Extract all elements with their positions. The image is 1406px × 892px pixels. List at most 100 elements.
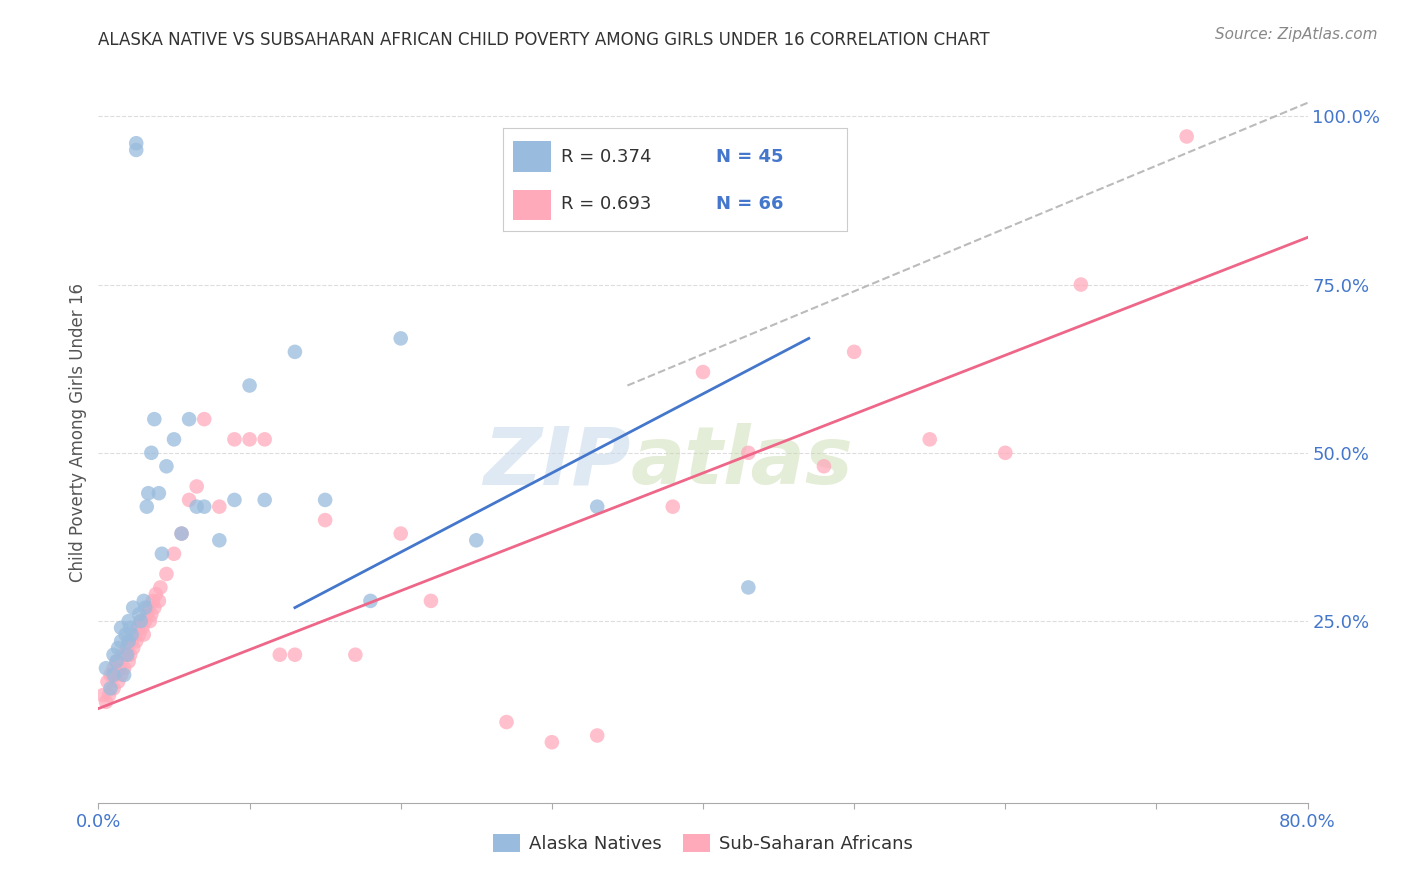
Point [110, 668, 132, 682]
Point [128, 627, 150, 641]
Point [136, 600, 159, 615]
Point [1070, 277, 1092, 292]
Point [141, 446, 163, 460]
Point [389, 331, 412, 345]
Point [118, 634, 141, 648]
Text: ZIP: ZIP [484, 423, 630, 501]
FancyBboxPatch shape [513, 142, 551, 172]
Point [124, 627, 146, 641]
Point [148, 594, 170, 608]
Point [112, 668, 135, 682]
Point [143, 412, 166, 426]
Point [208, 533, 231, 548]
Point [145, 587, 167, 601]
Point [112, 661, 135, 675]
Point [122, 600, 145, 615]
Text: N = 45: N = 45 [716, 148, 783, 166]
Point [224, 492, 246, 507]
Point [586, 500, 609, 514]
Point [114, 648, 136, 662]
Point [108, 661, 131, 675]
Point [94, 695, 117, 709]
Point [737, 581, 759, 595]
Point [134, 600, 156, 615]
Point [239, 433, 262, 447]
Point [142, 594, 165, 608]
Point [495, 714, 517, 729]
Point [314, 513, 336, 527]
Text: N = 66: N = 66 [716, 195, 783, 213]
Point [186, 479, 208, 493]
Point [110, 634, 132, 648]
Point [94, 661, 117, 675]
Text: R = 0.693: R = 0.693 [561, 195, 651, 213]
Point [193, 412, 215, 426]
Point [100, 681, 122, 696]
Point [120, 648, 142, 662]
Point [91, 688, 114, 702]
Point [103, 681, 125, 696]
Point [121, 627, 143, 641]
Point [155, 459, 177, 474]
Point [128, 607, 150, 622]
Point [132, 594, 155, 608]
Point [118, 655, 141, 669]
Point [284, 344, 307, 359]
Point [129, 614, 152, 628]
Point [994, 446, 1017, 460]
Point [104, 668, 127, 682]
Point [105, 655, 128, 669]
Point [737, 446, 759, 460]
Point [170, 526, 193, 541]
Point [115, 648, 138, 662]
Point [918, 433, 941, 447]
Point [344, 648, 367, 662]
Point [134, 614, 156, 628]
Point [208, 500, 231, 514]
Point [661, 500, 683, 514]
Point [141, 607, 163, 622]
Point [103, 648, 125, 662]
Point [163, 433, 186, 447]
Point [125, 143, 148, 157]
Point [692, 365, 714, 379]
Point [586, 729, 609, 743]
Point [96, 674, 118, 689]
Point [844, 344, 866, 359]
Point [114, 627, 136, 641]
Legend: Alaska Natives, Sub-Saharan Africans: Alaska Natives, Sub-Saharan Africans [485, 827, 921, 861]
Point [125, 136, 148, 151]
Point [131, 621, 153, 635]
Point [420, 594, 443, 608]
Point [253, 492, 276, 507]
Point [127, 621, 149, 635]
Text: Source: ZipAtlas.com: Source: ZipAtlas.com [1215, 27, 1378, 42]
Point [148, 486, 170, 500]
Point [120, 621, 142, 635]
Point [143, 600, 166, 615]
Point [465, 533, 488, 548]
Point [118, 634, 141, 648]
Point [139, 614, 162, 628]
Y-axis label: Child Poverty Among Girls Under 16: Child Poverty Among Girls Under 16 [69, 283, 87, 582]
Point [100, 668, 122, 682]
Point [107, 640, 129, 655]
Point [105, 655, 128, 669]
Point [253, 433, 276, 447]
Point [107, 674, 129, 689]
Point [224, 433, 246, 447]
FancyBboxPatch shape [513, 190, 551, 220]
Point [179, 492, 201, 507]
Point [122, 640, 145, 655]
Point [132, 627, 155, 641]
Text: R = 0.374: R = 0.374 [561, 148, 652, 166]
Point [118, 614, 141, 628]
Point [389, 526, 412, 541]
Point [179, 412, 201, 426]
Point [129, 614, 152, 628]
Point [121, 634, 143, 648]
Point [155, 566, 177, 581]
Point [540, 735, 562, 749]
Point [360, 594, 382, 608]
Point [284, 648, 307, 662]
